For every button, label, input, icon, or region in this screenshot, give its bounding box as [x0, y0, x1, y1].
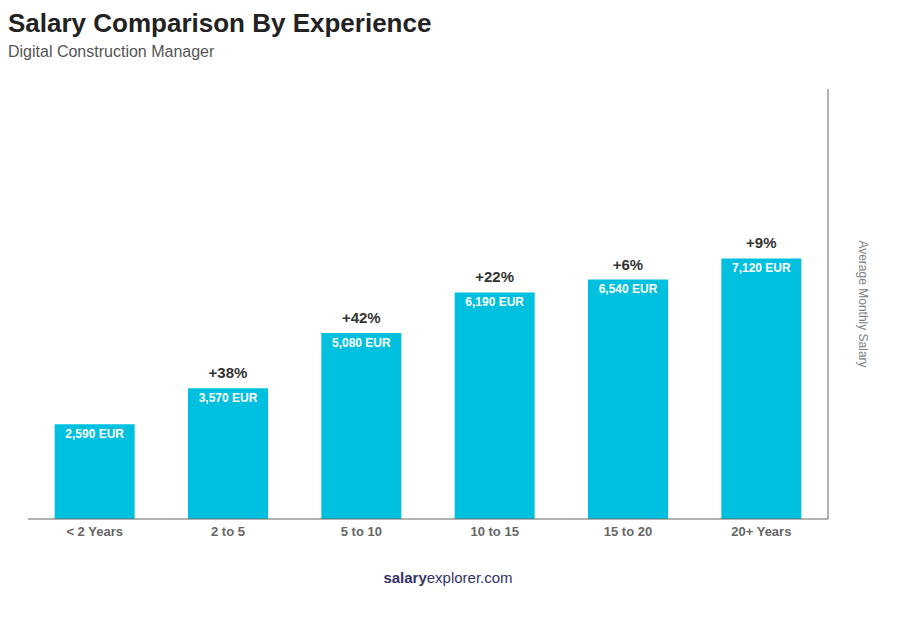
svg-text:5,080 EUR: 5,080 EUR	[332, 336, 391, 350]
html-text:Digital Construction Manager: Digital Construction Manager	[8, 43, 215, 60]
svg-text:5 to 10: 5 to 10	[341, 524, 382, 539]
svg-text:Average Monthly Salary: Average Monthly Salary	[856, 240, 870, 367]
svg-text:< 2 Years: < 2 Years	[66, 524, 123, 539]
svg-text:6,540 EUR: 6,540 EUR	[599, 282, 658, 296]
svg-text:2,590 EUR: 2,590 EUR	[65, 427, 124, 441]
svg-text:+9%: +9%	[746, 234, 776, 251]
svg-text:+42%: +42%	[342, 309, 381, 326]
svg-text:20+ Years: 20+ Years	[731, 524, 791, 539]
svg-text:15 to 20: 15 to 20	[604, 524, 652, 539]
svg-text:+6%: +6%	[613, 256, 643, 273]
svg-text:2 to 5: 2 to 5	[211, 524, 245, 539]
svg-text:7,120 EUR: 7,120 EUR	[732, 261, 791, 275]
svg-text:+22%: +22%	[475, 268, 514, 285]
svg-text:3,570 EUR: 3,570 EUR	[199, 391, 258, 405]
svg-text:6,190 EUR: 6,190 EUR	[465, 295, 524, 309]
html-text:Salary Comparison By Experienc: Salary Comparison By Experience	[8, 8, 432, 38]
html-text:salary explorer.com: salary explorer.com	[383, 569, 513, 586]
svg-text:+38%: +38%	[209, 364, 248, 381]
svg-text:10 to 15: 10 to 15	[470, 524, 518, 539]
